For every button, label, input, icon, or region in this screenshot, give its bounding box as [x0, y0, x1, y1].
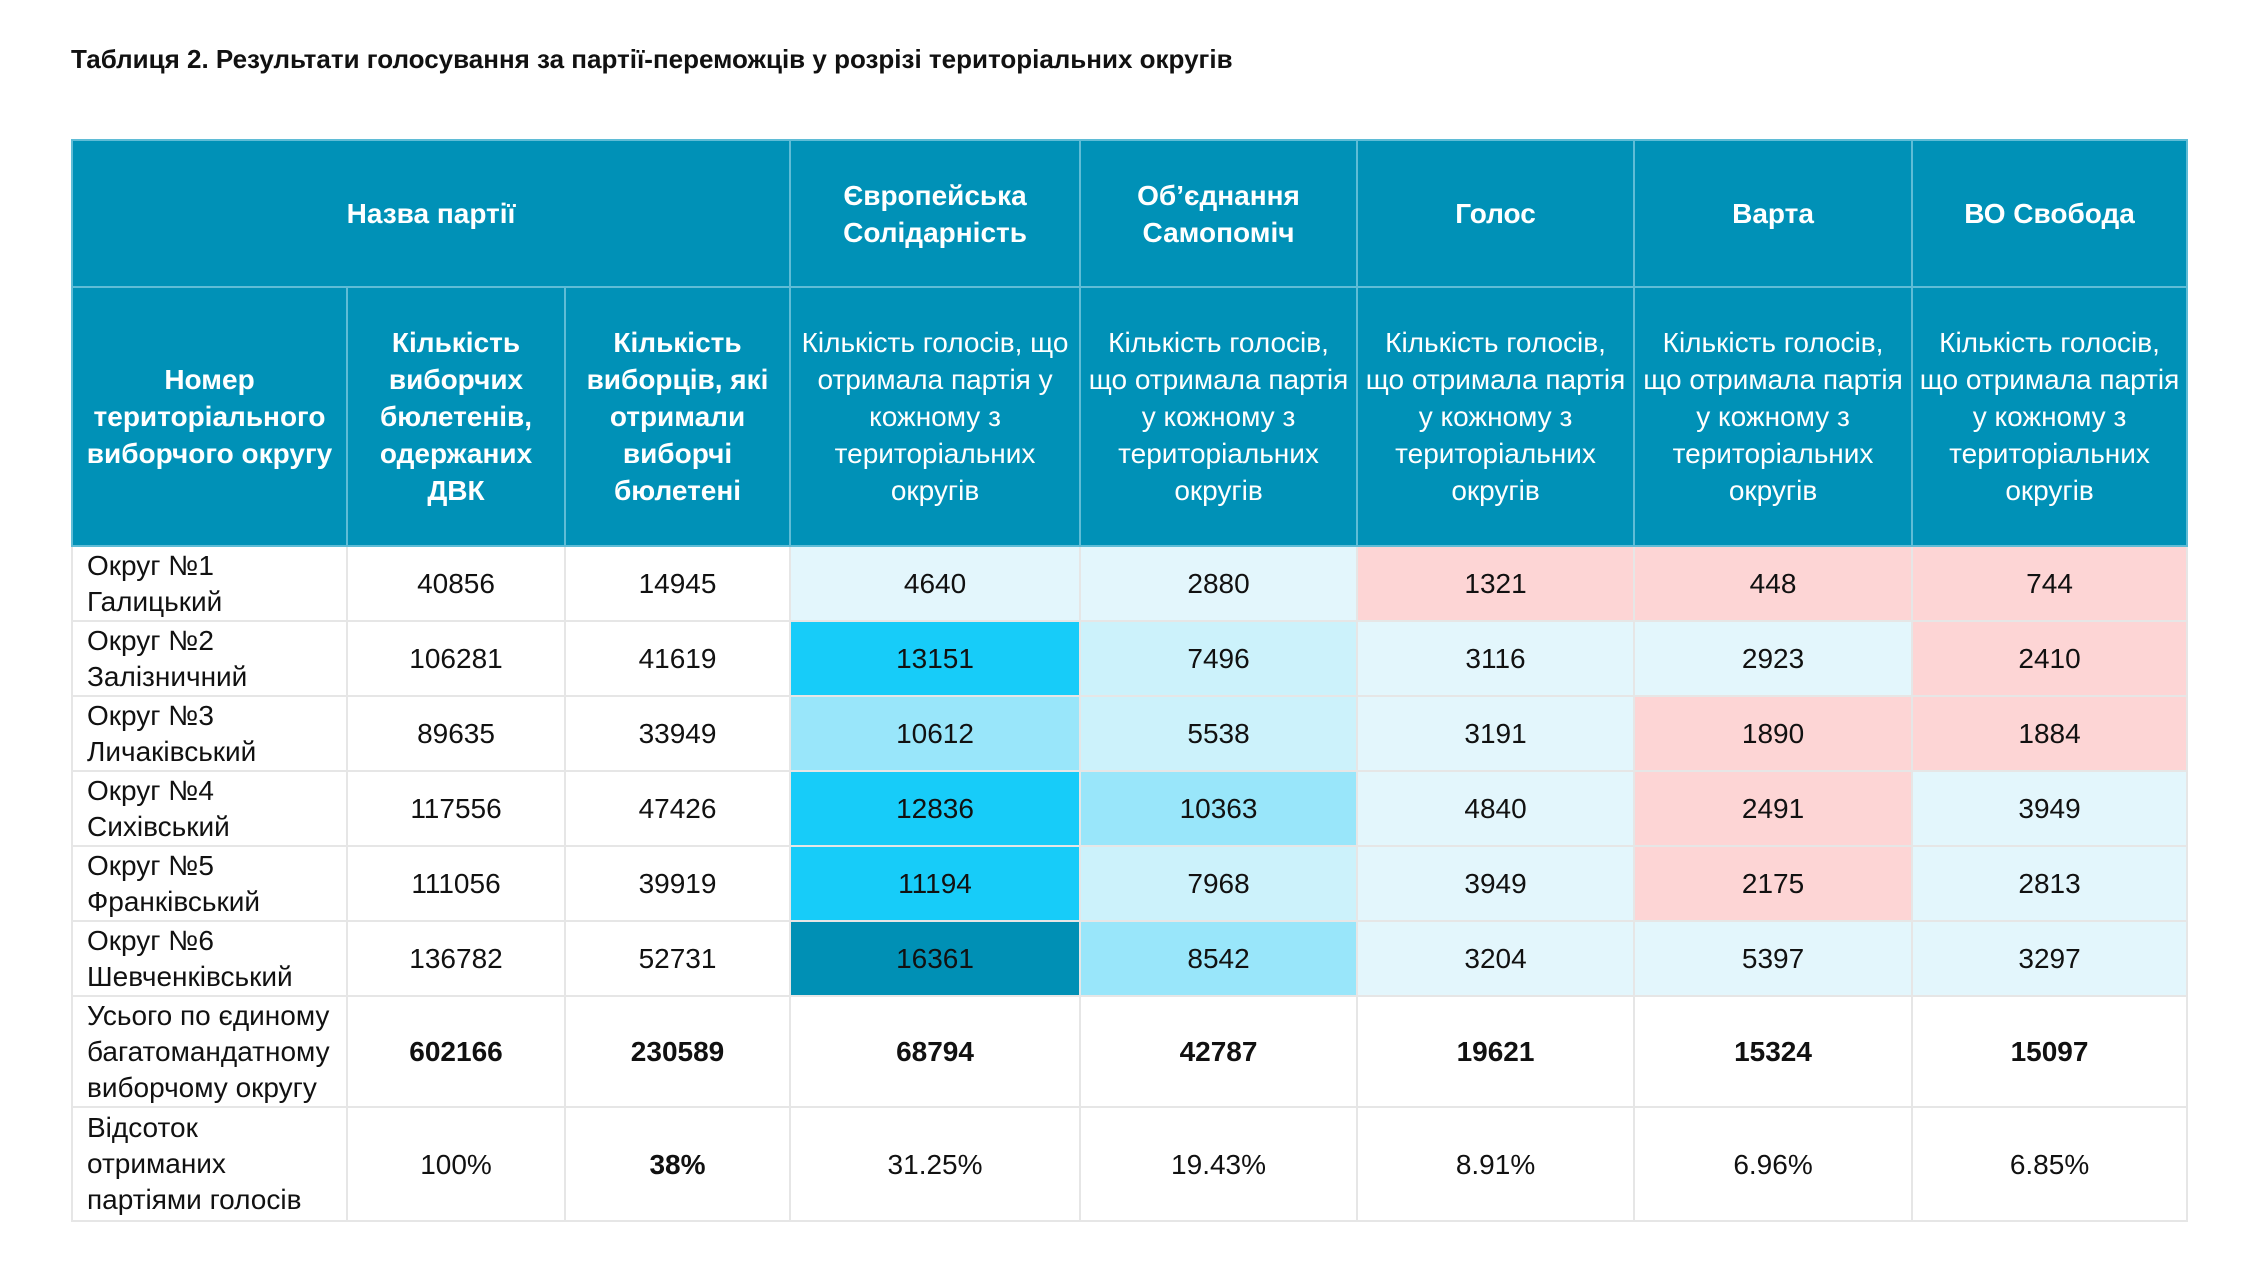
votes-cell: 744	[1911, 545, 2189, 622]
party-header-row: Назва партії Європейська Солідарність Об…	[70, 139, 2189, 288]
ballots-cell: 111056	[346, 845, 566, 922]
percent-votes: 6.96%	[1633, 1106, 1914, 1222]
votes-cell: 11194	[789, 845, 1082, 922]
party-header: Європейська Солідарність	[789, 139, 1082, 288]
votes-cell: 10612	[789, 695, 1082, 772]
votes-column-header: Кількість голосів, що отримала партія у …	[1911, 286, 2189, 547]
votes-cell: 2813	[1911, 845, 2189, 922]
voters-cell: 14945	[563, 545, 792, 622]
votes-column-header: Кількість голосів, що отримала партія у …	[1356, 286, 1636, 547]
district-name: Округ №3 Личаківський	[71, 695, 348, 772]
results-table: Назва партії Європейська Солідарність Об…	[70, 139, 2189, 1222]
percent-votes: 6.85%	[1911, 1106, 2189, 1222]
percent-row: Відсоток отриманих партіями голосів 100%…	[71, 1106, 2189, 1222]
votes-cell: 3116	[1356, 620, 1636, 697]
votes-cell: 5538	[1079, 695, 1359, 772]
district-name: Округ №6 Шевченківський	[71, 920, 348, 997]
votes-cell: 2175	[1633, 845, 1914, 922]
total-row: Усього по єдиному багатомандатному вибор…	[71, 995, 2189, 1108]
votes-column-header: Кількість голосів, що отримала партія у …	[1079, 286, 1359, 547]
total-votes: 15324	[1633, 995, 1914, 1108]
votes-cell: 1884	[1911, 695, 2189, 772]
votes-cell: 1890	[1633, 695, 1914, 772]
ballots-cell: 117556	[346, 770, 566, 847]
table-title: Таблиця 2. Результати голосування за пар…	[71, 44, 1233, 74]
percent-votes: 19.43%	[1079, 1106, 1359, 1222]
votes-cell: 4840	[1356, 770, 1636, 847]
percent-label: Відсоток отриманих партіями голосів	[71, 1106, 348, 1222]
party-header: Голос	[1356, 139, 1636, 288]
votes-cell: 12836	[789, 770, 1082, 847]
votes-cell: 3949	[1356, 845, 1636, 922]
total-voters: 230589	[563, 995, 792, 1108]
votes-cell: 1321	[1356, 545, 1636, 622]
votes-column-header: Кількість голосів, що отримала партія у …	[1633, 286, 1914, 547]
percent-voters: 38%	[563, 1106, 792, 1222]
district-row: Округ №5 Франківський 111056 39919 11194 796…	[71, 845, 2189, 922]
votes-cell: 2880	[1079, 545, 1359, 622]
votes-cell: 5397	[1633, 920, 1914, 997]
district-name: Округ №2 Залізничний	[71, 620, 348, 697]
district-name: Округ №1 Галицький	[71, 545, 348, 622]
party-header: ВО Свобода	[1911, 139, 2189, 288]
votes-cell: 2491	[1633, 770, 1914, 847]
district-row: Округ №4 Сихівський 117556 47426 12836 10363…	[71, 770, 2189, 847]
votes-cell: 16361	[789, 920, 1082, 997]
total-votes: 19621	[1356, 995, 1636, 1108]
voters-cell: 52731	[563, 920, 792, 997]
voters-column-header: Кількість виборців, які отримали виборчі…	[563, 286, 792, 547]
ballots-cell: 136782	[346, 920, 566, 997]
total-label: Усього по єдиному багатомандатному вибор…	[71, 995, 348, 1108]
district-name: Округ №5 Франківський	[71, 845, 348, 922]
district-row: Округ №3 Личаківський 89635 33949 10612 5538…	[71, 695, 2189, 772]
ballots-column-header: Кількість виборчих бюлетенів, одержаних …	[346, 286, 566, 547]
votes-cell: 3204	[1356, 920, 1636, 997]
district-column-header: Номер територіального виборчого округу	[71, 286, 348, 547]
votes-cell: 2923	[1633, 620, 1914, 697]
percent-votes: 8.91%	[1356, 1106, 1636, 1222]
votes-cell: 10363	[1079, 770, 1359, 847]
percent-ballots: 100%	[346, 1106, 566, 1222]
votes-cell: 3297	[1911, 920, 2189, 997]
votes-cell: 4640	[789, 545, 1082, 622]
voters-cell: 47426	[563, 770, 792, 847]
ballots-cell: 40856	[346, 545, 566, 622]
party-name-label: Назва партії	[70, 139, 792, 288]
party-header: Варта	[1633, 139, 1914, 288]
total-votes: 15097	[1911, 995, 2189, 1108]
column-header-row: Номер територіального виборчого округу К…	[71, 286, 2189, 547]
votes-cell: 3191	[1356, 695, 1636, 772]
votes-cell: 448	[1633, 545, 1914, 622]
district-row: Округ №2 Залізничний 106281 41619 13151 7496…	[71, 620, 2189, 697]
percent-votes: 31.25%	[789, 1106, 1082, 1222]
votes-cell: 13151	[789, 620, 1082, 697]
votes-column-header: Кількість голосів, що отримала партія у …	[789, 286, 1082, 547]
total-votes: 68794	[789, 995, 1082, 1108]
total-votes: 42787	[1079, 995, 1359, 1108]
district-row: Округ №1 Галицький 40856 14945 4640 2880 1321…	[71, 545, 2189, 622]
total-ballots: 602166	[346, 995, 566, 1108]
voters-cell: 41619	[563, 620, 792, 697]
votes-cell: 8542	[1079, 920, 1359, 997]
votes-cell: 3949	[1911, 770, 2189, 847]
ballots-cell: 106281	[346, 620, 566, 697]
voters-cell: 33949	[563, 695, 792, 772]
voters-cell: 39919	[563, 845, 792, 922]
district-row: Округ №6 Шевченківський 136782 52731 16361 8…	[71, 920, 2189, 997]
district-name: Округ №4 Сихівський	[71, 770, 348, 847]
party-header: Об’єднання Самопоміч	[1079, 139, 1359, 288]
votes-cell: 7496	[1079, 620, 1359, 697]
ballots-cell: 89635	[346, 695, 566, 772]
votes-cell: 2410	[1911, 620, 2189, 697]
votes-cell: 7968	[1079, 845, 1359, 922]
